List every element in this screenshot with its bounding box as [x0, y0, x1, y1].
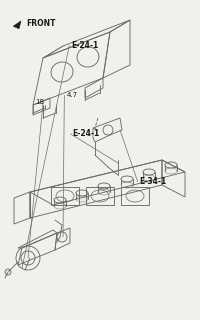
- Text: E-24-1: E-24-1: [72, 129, 99, 138]
- Polygon shape: [13, 21, 21, 29]
- Text: 4.7: 4.7: [66, 92, 77, 98]
- Text: 18: 18: [35, 99, 44, 105]
- Text: E-24-1: E-24-1: [71, 41, 98, 50]
- Text: FRONT: FRONT: [26, 19, 55, 28]
- Text: E-34-1: E-34-1: [139, 177, 166, 186]
